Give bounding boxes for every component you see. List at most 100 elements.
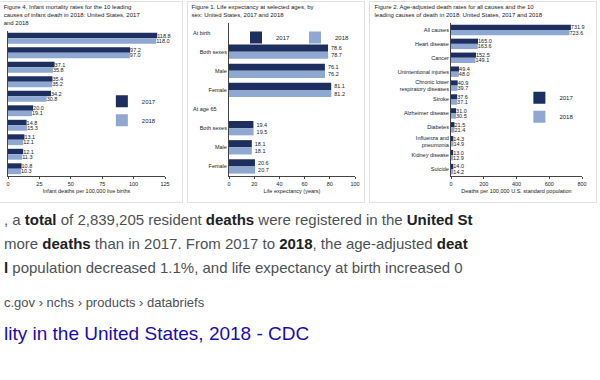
svg-text:Life expectancy (years): Life expectancy (years) (264, 188, 321, 194)
svg-text:34.2: 34.2 (51, 91, 62, 97)
svg-text:37.6: 37.6 (457, 94, 468, 100)
svg-text:81.2: 81.2 (334, 91, 345, 97)
svg-text:Figure 2. Age-adjusted death r: Figure 2. Age-adjusted death rates for a… (375, 4, 543, 18)
svg-text:0: 0 (227, 181, 230, 187)
svg-text:At age 65: At age 65 (193, 106, 217, 112)
svg-text:60: 60 (302, 181, 308, 187)
svg-text:48.0: 48.0 (459, 71, 470, 77)
svg-text:20.7: 20.7 (258, 167, 269, 173)
svg-text:35.2: 35.2 (52, 81, 63, 87)
svg-text:118.8: 118.8 (157, 33, 170, 39)
svg-text:Heart disease: Heart disease (415, 41, 449, 47)
svg-text:2018: 2018 (559, 114, 573, 120)
svg-text:21.5: 21.5 (455, 122, 466, 128)
svg-text:30.8: 30.8 (47, 96, 58, 102)
svg-text:Kidney disease: Kidney disease (412, 152, 449, 158)
svg-text:2017: 2017 (142, 99, 156, 105)
svg-text:49.4: 49.4 (459, 66, 470, 72)
svg-text:35.4: 35.4 (52, 76, 63, 82)
svg-text:14.9: 14.9 (453, 141, 464, 147)
svg-text:At birth: At birth (193, 30, 210, 36)
svg-text:100: 100 (350, 181, 359, 187)
svg-text:14.0: 14.0 (453, 163, 464, 169)
svg-text:10.8: 10.8 (22, 163, 33, 169)
svg-text:Diabetes: Diabetes (427, 124, 449, 130)
svg-text:Stroke: Stroke (433, 96, 449, 102)
svg-text:2018: 2018 (142, 118, 156, 124)
svg-text:20.6: 20.6 (258, 160, 269, 166)
svg-text:10.3: 10.3 (21, 168, 32, 174)
svg-text:37.1: 37.1 (55, 62, 66, 68)
svg-text:Both sexes: Both sexes (200, 49, 227, 55)
svg-text:13.0: 13.0 (453, 150, 464, 156)
svg-text:31.0: 31.0 (456, 108, 467, 114)
svg-text:20: 20 (251, 181, 257, 187)
svg-text:200: 200 (479, 181, 488, 187)
svg-text:731.9: 731.9 (571, 24, 585, 30)
svg-text:14.8: 14.8 (27, 120, 38, 126)
svg-text:78.7: 78.7 (331, 52, 342, 58)
svg-text:Unintentional injuries: Unintentional injuries (398, 69, 449, 75)
svg-text:20.0: 20.0 (33, 105, 44, 111)
svg-text:Male: Male (215, 68, 227, 74)
svg-text:12.9: 12.9 (453, 155, 464, 161)
svg-text:2018: 2018 (335, 35, 349, 41)
svg-text:12.1: 12.1 (23, 149, 34, 155)
svg-text:75: 75 (99, 181, 105, 187)
svg-text:All causes: All causes (424, 27, 449, 33)
svg-text:Deaths per 100,000 U.S. standa: Deaths per 100,000 U.S. standard populat… (461, 188, 571, 194)
svg-text:Cancer: Cancer (431, 55, 449, 61)
svg-text:76.2: 76.2 (328, 71, 339, 77)
svg-text:2017: 2017 (559, 95, 573, 101)
svg-text:13.1: 13.1 (24, 134, 35, 140)
svg-text:50: 50 (68, 181, 74, 187)
svg-text:723.6: 723.6 (569, 30, 583, 36)
svg-text:0: 0 (449, 181, 452, 187)
svg-text:80: 80 (327, 181, 333, 187)
svg-text:Chronic lowerrespiratory disea: Chronic lowerrespiratory diseases (400, 79, 449, 92)
svg-text:19.1: 19.1 (32, 110, 43, 116)
svg-text:18.1: 18.1 (255, 148, 266, 154)
svg-text:30.5: 30.5 (456, 113, 467, 119)
svg-text:100: 100 (129, 181, 138, 187)
svg-text:11.3: 11.3 (22, 154, 32, 160)
svg-text:Male: Male (215, 144, 227, 150)
svg-text:2017: 2017 (276, 35, 290, 41)
svg-text:800: 800 (577, 181, 586, 187)
svg-text:Infant deaths per 100,000 live: Infant deaths per 100,000 live births (43, 188, 131, 194)
svg-text:40: 40 (276, 181, 282, 187)
svg-text:12.1: 12.1 (23, 139, 34, 145)
svg-text:97.2: 97.2 (130, 47, 141, 53)
svg-text:125: 125 (160, 181, 169, 187)
svg-text:18.1: 18.1 (255, 141, 266, 147)
svg-text:Influenza andpneumonia: Influenza andpneumonia (416, 135, 450, 148)
svg-text:78.6: 78.6 (331, 45, 342, 51)
svg-text:40.9: 40.9 (458, 80, 469, 86)
svg-text:19.5: 19.5 (257, 129, 268, 135)
svg-text:Figure 1. Life expectancy at s: Figure 1. Life expectancy at selected ag… (192, 4, 314, 18)
svg-text:600: 600 (545, 181, 554, 187)
svg-text:15.3: 15.3 (27, 125, 38, 131)
svg-text:0: 0 (6, 181, 9, 187)
svg-text:14.3: 14.3 (453, 136, 464, 142)
svg-text:19.4: 19.4 (256, 122, 267, 128)
svg-text:37.1: 37.1 (457, 99, 468, 105)
svg-text:400: 400 (512, 181, 521, 187)
svg-text:163.6: 163.6 (478, 43, 492, 49)
svg-text:35.8: 35.8 (53, 67, 64, 73)
svg-text:149.1: 149.1 (475, 57, 489, 63)
svg-text:Both sexes: Both sexes (200, 125, 227, 131)
svg-text:97.0: 97.0 (130, 52, 141, 58)
svg-text:Female: Female (209, 163, 227, 169)
svg-text:39.7: 39.7 (458, 85, 469, 91)
svg-text:152.5: 152.5 (476, 52, 490, 58)
svg-text:21.4: 21.4 (455, 127, 466, 133)
svg-text:81.1: 81.1 (334, 83, 345, 89)
svg-text:Female: Female (209, 87, 227, 93)
svg-text:Suicide: Suicide (431, 166, 449, 172)
svg-text:Alzheimer disease: Alzheimer disease (404, 110, 449, 116)
svg-text:14.2: 14.2 (453, 169, 464, 175)
svg-text:118.0: 118.0 (156, 38, 169, 44)
svg-text:76.1: 76.1 (328, 64, 339, 70)
svg-text:25: 25 (36, 181, 42, 187)
